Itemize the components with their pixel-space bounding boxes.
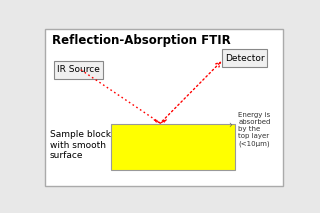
Bar [111, 124, 235, 170]
Text: ›: › [228, 120, 232, 130]
FancyBboxPatch shape [222, 49, 267, 67]
Text: Reflection-Absorption FTIR: Reflection-Absorption FTIR [52, 34, 231, 47]
FancyBboxPatch shape [45, 29, 283, 186]
Text: Detector: Detector [225, 54, 264, 63]
Text: Energy is
absorbed
by the
top layer
(<10μm): Energy is absorbed by the top layer (<10… [238, 112, 271, 147]
Text: Sample block
with smooth
surface: Sample block with smooth surface [50, 130, 111, 160]
Text: IR Source: IR Source [57, 65, 100, 74]
FancyBboxPatch shape [54, 61, 103, 79]
